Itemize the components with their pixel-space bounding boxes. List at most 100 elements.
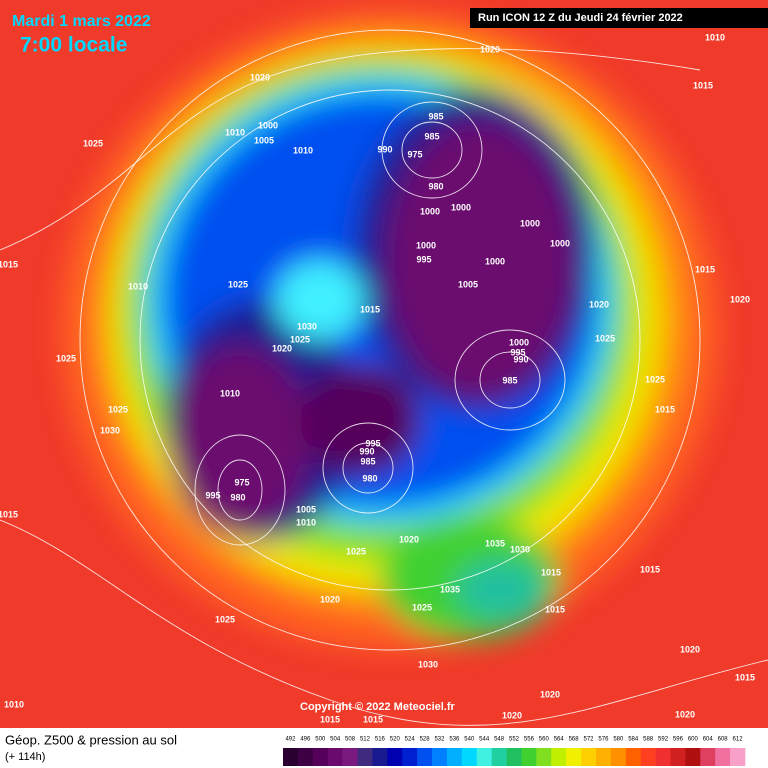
pressure-label: 1020 — [680, 644, 700, 654]
scale-tick-label: 596 — [673, 737, 684, 743]
run-box — [470, 8, 768, 28]
pressure-label: 1015 — [360, 304, 380, 314]
pressure-label: 995 — [365, 438, 380, 448]
scale-tick-label: 560 — [539, 737, 550, 743]
time: 7:00 locale — [20, 34, 127, 57]
pressure-label: 995 — [510, 347, 525, 357]
pressure-label: 1015 — [655, 404, 675, 414]
pressure-label: 1005 — [296, 504, 316, 514]
scale-tick-label: 512 — [360, 737, 371, 743]
pressure-label: 1020 — [675, 709, 695, 719]
pressure-label: 1015 — [363, 714, 383, 724]
scale-tick-label: 516 — [375, 737, 386, 743]
pressure-label: 1000 — [416, 240, 436, 250]
scale-swatch — [551, 748, 567, 766]
scale-swatch — [566, 748, 582, 766]
date: Mardi 1 mars 2022 — [12, 13, 151, 30]
pressure-label: 1015 — [320, 714, 340, 724]
pressure-label: 1000 — [451, 202, 471, 212]
map: 1010102010151020102510101000100510109859… — [0, 0, 768, 728]
pressure-label: 1035 — [485, 538, 505, 548]
pressure-label: 990 — [513, 354, 528, 364]
pressure-label: 985 — [424, 131, 439, 141]
scale-swatch — [476, 748, 492, 766]
pressure-label: 1030 — [418, 659, 438, 669]
pressure-label: 1015 — [695, 264, 715, 274]
scale-tick-label: 612 — [733, 737, 744, 743]
scale-tick-label: 600 — [688, 737, 699, 743]
pressure-label: 1015 — [545, 604, 565, 614]
pressure-label: 1005 — [254, 135, 274, 145]
pressure-label: 1015 — [735, 672, 755, 682]
scale-tick-label: 500 — [315, 737, 326, 743]
scale-swatch — [402, 748, 418, 766]
scale-tick-label: 588 — [643, 737, 654, 743]
scale-swatch — [670, 748, 686, 766]
height-field — [60, 10, 720, 650]
pressure-label: 1025 — [412, 602, 432, 612]
isobars — [0, 29, 768, 726]
scale-swatch — [372, 748, 388, 766]
pressure-label: 980 — [428, 181, 443, 191]
pressure-label: 1025 — [215, 614, 235, 624]
pressure-labels: 1010102010151020102510101000100510109859… — [0, 32, 755, 724]
scale-tick-label: 552 — [509, 737, 520, 743]
pressure-label: 1000 — [520, 218, 540, 228]
scale-swatch — [506, 748, 522, 766]
scale-swatch — [357, 748, 373, 766]
pressure-label: 1025 — [83, 138, 103, 148]
scale-swatch — [625, 748, 641, 766]
run-info: Run ICON 12 Z du Jeudi 24 février 2022 — [478, 12, 683, 24]
scale-swatch — [700, 748, 716, 766]
pressure-label: 1035 — [440, 584, 460, 594]
scale-tick-label: 556 — [524, 737, 535, 743]
scale-tick-label: 548 — [494, 737, 505, 743]
pressure-label: 1020 — [320, 594, 340, 604]
scale-tick-label: 524 — [405, 737, 416, 743]
pressure-label: 1025 — [228, 279, 248, 289]
pressure-label: 990 — [377, 144, 392, 154]
pressure-label: 985 — [360, 456, 375, 466]
pressure-label: 1020 — [480, 44, 500, 54]
scale-swatch — [536, 748, 552, 766]
pressure-label: 1025 — [346, 546, 366, 556]
pressure-label: 1010 — [128, 281, 148, 291]
pressure-label: 1020 — [272, 343, 292, 353]
scale-tick-label: 592 — [658, 737, 669, 743]
scale-swatch — [610, 748, 627, 766]
pressure-label: 975 — [234, 477, 249, 487]
scale-tick-label: 520 — [390, 737, 401, 743]
pressure-label: 1015 — [0, 509, 18, 519]
footer-lead: (+ 114h) — [5, 751, 45, 763]
pressure-label: 1030 — [510, 544, 530, 554]
pressure-label: 980 — [362, 473, 377, 483]
scale-swatch — [491, 748, 507, 766]
scale-tick-label: 568 — [569, 737, 580, 743]
scale-tick-label: 508 — [345, 737, 356, 743]
pressure-label: 995 — [416, 254, 431, 264]
pressure-label: 1010 — [4, 699, 24, 709]
pressure-label: 1005 — [458, 279, 478, 289]
pressure-label: 1020 — [399, 534, 419, 544]
scale-swatch — [297, 748, 314, 766]
footer-title: Géop. Z500 & pression au sol — [5, 732, 177, 747]
footer: Géop. Z500 & pression au sol (+ 114h) 49… — [5, 732, 746, 766]
scale-tick-label: 576 — [598, 737, 609, 743]
pressure-label: 1000 — [509, 337, 529, 347]
scale-swatch — [655, 748, 671, 766]
pressure-label: 975 — [407, 149, 422, 159]
scale-swatch — [432, 748, 448, 766]
scale-tick-label: 580 — [613, 737, 624, 743]
pressure-label: 1000 — [258, 120, 278, 130]
color-scale: 492 496 500 504 508 512 516 520 524 528 532 536 540 5… — [283, 737, 746, 766]
scale-swatch — [581, 748, 597, 766]
pressure-label: 1000 — [420, 206, 440, 216]
scale-tick-label: 544 — [479, 737, 490, 743]
scale-swatch — [595, 748, 612, 766]
scale-tick-label: 492 — [285, 737, 296, 743]
copyright: Copyright © 2022 Meteociel.fr — [300, 701, 456, 713]
scale-swatch — [685, 748, 701, 766]
pressure-label: 1015 — [541, 567, 561, 577]
scale-swatch — [387, 748, 403, 766]
scale-tick-label: 584 — [628, 737, 639, 743]
